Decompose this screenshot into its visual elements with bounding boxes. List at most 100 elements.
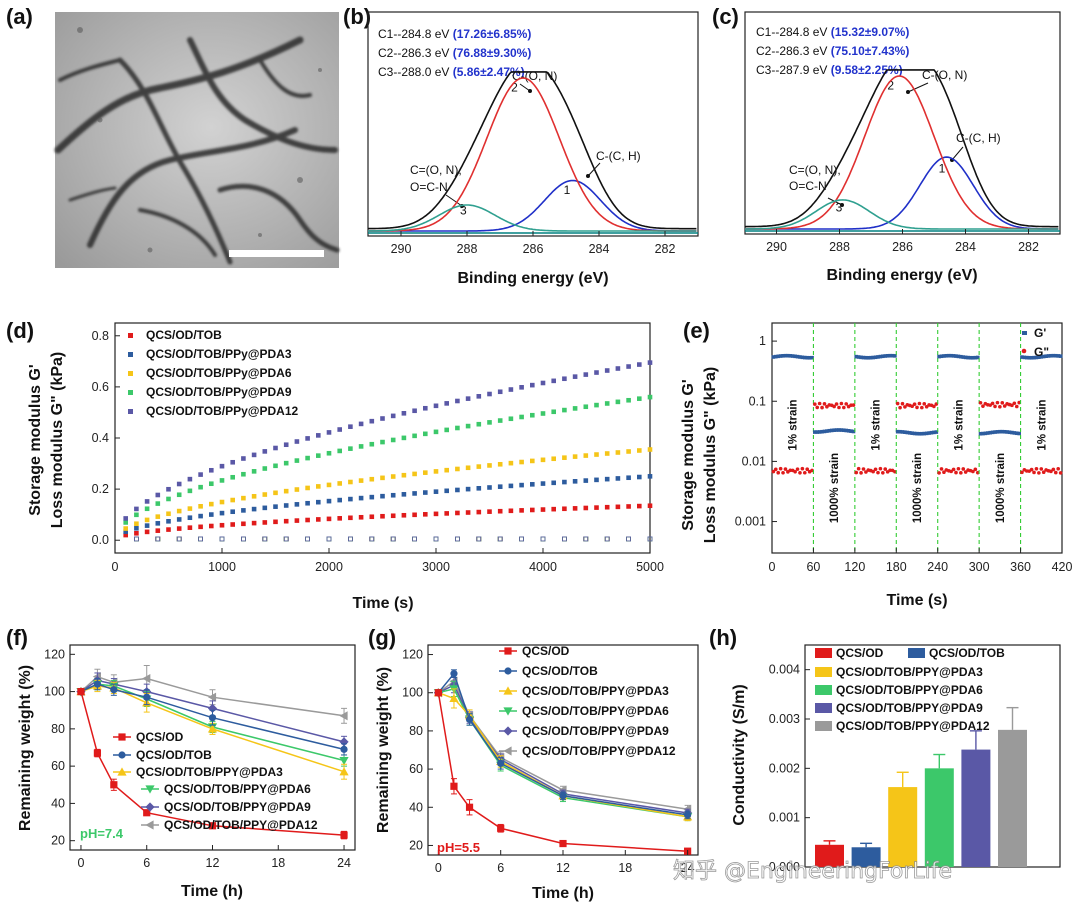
legend-marker (1021, 348, 1027, 354)
loss-modulus-point (903, 405, 907, 409)
storage-modulus-point (316, 517, 321, 522)
loss-modulus-point (800, 466, 805, 471)
loss-modulus-point (240, 536, 246, 542)
x-tick-label: 290 (766, 240, 787, 254)
loss-modulus-point (954, 470, 958, 475)
storage-modulus-point (562, 407, 567, 413)
peak-C1-curve (368, 179, 697, 232)
storage-modulus-point (369, 494, 375, 500)
loss-modulus-point (326, 536, 332, 542)
storage-modulus-point (251, 494, 257, 499)
x-tick-label: 180 (886, 560, 907, 574)
storage-modulus-point (198, 472, 203, 477)
data-point (339, 767, 349, 776)
storage-modulus-point (1017, 431, 1021, 436)
loss-modulus-point (240, 536, 246, 542)
storage-modulus-point (998, 429, 1002, 434)
x-axis-title: Time (s) (352, 595, 413, 612)
storage-modulus-point (1005, 430, 1009, 434)
x-tick-label: 286 (523, 242, 544, 256)
loss-modulus-point (369, 536, 375, 542)
storage-modulus-point (433, 429, 439, 435)
storage-modulus-point (1056, 354, 1061, 358)
loss-modulus-point (412, 536, 418, 542)
storage-modulus-point (944, 353, 949, 358)
storage-modulus-point (390, 474, 396, 479)
storage-modulus-point (166, 518, 171, 524)
loss-modulus-point (583, 536, 589, 542)
storage-modulus-point (337, 516, 342, 521)
panel-label-d: (d) (6, 318, 34, 343)
storage-modulus-point (959, 354, 963, 359)
loss-modulus-point (973, 467, 978, 472)
storage-modulus-point (273, 490, 278, 496)
x-tick-label: 18 (618, 861, 632, 875)
storage-modulus-point (465, 510, 471, 515)
storage-modulus-point (837, 428, 841, 432)
data-point (110, 686, 118, 694)
loss-modulus-point (283, 536, 289, 542)
storage-modulus-point (369, 514, 375, 520)
storage-modulus-point (497, 508, 503, 514)
loss-modulus-point (604, 536, 610, 542)
assignment-label: O=C-N (789, 179, 827, 193)
storage-modulus-point (637, 362, 642, 367)
fit-legend-percentage: (15.32±9.07%) (831, 25, 910, 39)
storage-modulus-point (530, 507, 535, 513)
storage-modulus-point (1020, 355, 1024, 359)
storage-modulus-point (920, 431, 924, 436)
storage-modulus-point (519, 459, 524, 465)
storage-modulus-point (380, 513, 385, 519)
loss-modulus-point (898, 405, 902, 410)
loss-modulus-point (1051, 467, 1056, 472)
x-tick-label: 284 (955, 240, 976, 254)
data-point (684, 811, 692, 819)
fit-legend-text: C2--286.3 eV (756, 44, 831, 58)
storage-modulus-point (995, 430, 1000, 434)
storage-modulus-point (932, 430, 936, 435)
loss-modulus-point (844, 402, 849, 406)
storage-modulus-point (583, 453, 589, 458)
tem-image (54, 12, 340, 268)
storage-modulus-point (176, 526, 182, 531)
data-point (208, 822, 217, 830)
loss-modulus-point (497, 536, 503, 542)
loss-modulus-point (283, 536, 289, 542)
y-tick-label: 60 (51, 759, 65, 773)
storage-modulus-point (316, 484, 321, 489)
storage-modulus-point (508, 387, 514, 392)
data-point (110, 781, 118, 789)
storage-modulus-point (839, 428, 844, 432)
storage-modulus-point (476, 421, 482, 427)
loss-modulus-point (198, 536, 204, 542)
loss-modulus-point (1049, 469, 1053, 474)
storage-modulus-point (583, 404, 589, 410)
storage-modulus-point (1000, 429, 1005, 434)
legend-marker (118, 751, 126, 759)
storage-modulus-point (358, 478, 364, 483)
loss-modulus-point (562, 536, 567, 542)
series-line (80, 691, 345, 836)
x-tick-label: 120 (844, 560, 865, 574)
storage-modulus-point (198, 503, 203, 509)
storage-modulus-point (776, 354, 781, 359)
y-tick-label: 100 (44, 685, 65, 699)
loss-modulus-point (262, 536, 268, 542)
loss-modulus-point (1058, 471, 1063, 475)
storage-modulus-point (337, 481, 342, 486)
fit-legend-text: C1--284.8 eV (378, 27, 453, 41)
storage-modulus-point (615, 399, 621, 405)
storage-modulus-point (1029, 355, 1034, 360)
storage-modulus-point (305, 485, 310, 491)
storage-modulus-point (540, 507, 546, 512)
storage-modulus-point (187, 476, 193, 482)
storage-modulus-point (219, 463, 225, 469)
storage-modulus-point (444, 488, 449, 494)
storage-modulus-point (519, 482, 524, 488)
loss-modulus-point (895, 401, 900, 406)
loss-modulus-point (1002, 404, 1007, 408)
legend-label: QCS/OD (836, 646, 884, 660)
storage-modulus-point (219, 499, 225, 505)
storage-modulus-point (369, 476, 375, 482)
